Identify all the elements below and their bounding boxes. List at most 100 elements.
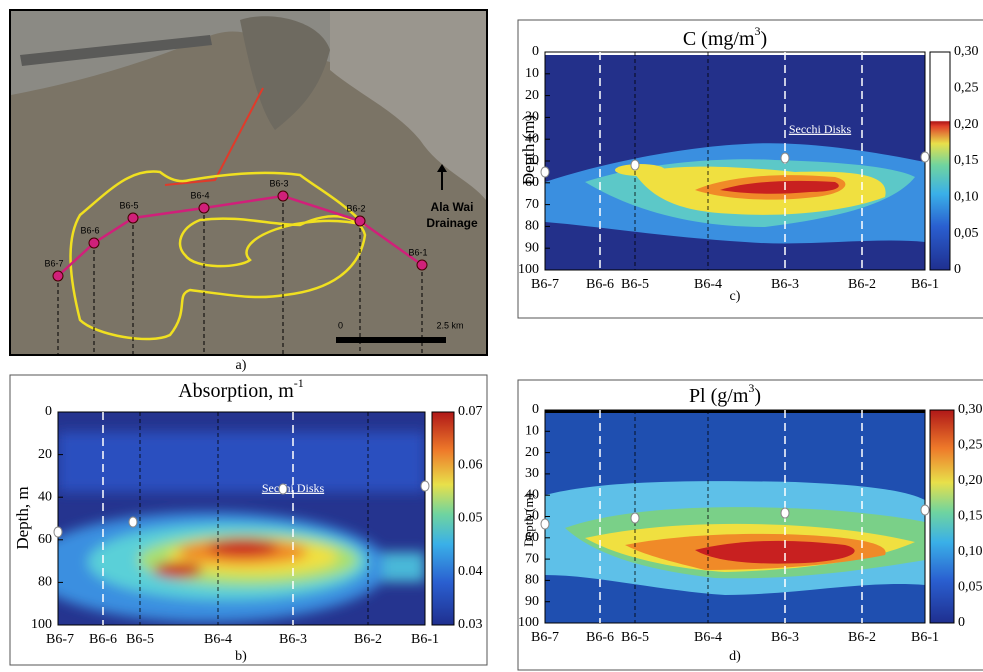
heatmap [545, 52, 925, 270]
x-tick-label: B6-7 [531, 277, 559, 292]
y-tick-label: 20 [525, 88, 539, 103]
station [354, 215, 366, 227]
secchi-disk [780, 152, 790, 164]
title-text: Absorption, m [178, 380, 294, 402]
colorbar [431, 411, 455, 626]
colorbar-label: 0,20 [954, 117, 979, 132]
y-tick-label: 60 [38, 532, 52, 547]
y-tick-label: 50 [525, 153, 539, 168]
panel-label: d) [729, 649, 741, 664]
secchi-disk [420, 480, 430, 492]
colorbar [929, 409, 955, 624]
y-tick-label: 0 [532, 44, 539, 59]
x-tick-label: B6-2 [848, 630, 876, 645]
drain-label: Drainage [426, 216, 478, 230]
x-tick-label: B6-1 [411, 632, 439, 647]
y-tick-label: 20 [525, 445, 539, 460]
x-tick-label: B6-4 [694, 630, 722, 645]
station-label: B6-6 [80, 225, 99, 235]
y-tick-label: 70 [525, 551, 539, 566]
station-label: B6-7 [44, 258, 63, 268]
x-tick-label: B6-2 [354, 632, 382, 647]
y-tick-label: 0 [532, 402, 539, 417]
y-axis-label: Depth, m [13, 486, 32, 549]
x-tick-label: B6-1 [911, 277, 939, 292]
x-tick-label: B6-5 [621, 277, 649, 292]
y-tick-label: 10 [525, 424, 539, 439]
map-pipeline [164, 87, 264, 186]
title-text: C (mg/m [683, 28, 755, 50]
y-axis-label: Depth (m) [521, 493, 536, 547]
scale-start: 0 [338, 320, 343, 330]
title-sup: 3 [748, 381, 754, 395]
colorbar-label: 0.07 [458, 404, 483, 419]
colorbar-label: 0.03 [458, 617, 483, 632]
secchi-disk [128, 516, 138, 528]
x-tick-label: B6-6 [586, 277, 614, 292]
x-tick-label: B6-4 [694, 277, 722, 292]
station [416, 259, 428, 271]
plot-frame [57, 411, 426, 626]
x-tick-label: B6-2 [848, 277, 876, 292]
y-tick-label: 40 [525, 131, 539, 146]
title-sup: -1 [294, 376, 304, 390]
colorbar-label: 0,05 [958, 580, 983, 595]
map-island [240, 16, 330, 130]
title-sup: 3 [755, 24, 761, 38]
secchi-disk [540, 518, 550, 530]
colorbar-label: 0,15 [954, 153, 979, 168]
panel-d: Pl (g/m3) Depth (m) d) [517, 379, 983, 671]
secchi-disk [920, 151, 930, 163]
y-tick-label: 40 [525, 487, 539, 502]
station-label: B6-2 [346, 203, 365, 213]
scale-end: 2.5 km [436, 320, 463, 330]
y-tick-label: 100 [31, 617, 52, 632]
title-text: ) [761, 28, 768, 50]
panel-label: c) [730, 289, 741, 304]
station [127, 212, 139, 224]
panel-title: Pl (g/m3) [689, 381, 761, 407]
colorbar-label: 0,25 [958, 438, 983, 453]
y-tick-label: 0 [45, 404, 52, 419]
panel-label: a) [236, 358, 247, 373]
y-tick-label: 80 [525, 219, 539, 234]
scale-bar [336, 337, 446, 343]
colorbar-label: 0,30 [958, 402, 983, 417]
y-tick-label: 100 [518, 262, 539, 277]
y-axis-label: Depth (m) [519, 115, 538, 185]
colorbar [929, 51, 951, 271]
y-tick-label: 90 [525, 594, 539, 609]
panel-title: Absorption, m-1 [178, 376, 304, 402]
y-tick-label: 80 [38, 575, 52, 590]
x-tick-label: B6-1 [911, 630, 939, 645]
secchi-disk [920, 504, 930, 516]
secchi-disk [53, 526, 63, 538]
colorbar-label: 0,10 [958, 544, 983, 559]
y-tick-label: 60 [525, 530, 539, 545]
heatmap [545, 410, 925, 623]
colorbar-label: 0,10 [954, 190, 979, 205]
y-tick-label: 60 [525, 175, 539, 190]
station-label: B6-3 [269, 178, 288, 188]
secchi-disk [540, 166, 550, 178]
map-runway [20, 35, 212, 66]
secchi-disk [278, 483, 288, 495]
annotation: Secchi Disks [789, 122, 852, 136]
station [88, 237, 100, 249]
map-city [330, 11, 486, 200]
map-plume-outline [69, 170, 369, 341]
colorbar-label: 0.05 [458, 511, 483, 526]
colorbar-label: 0,05 [954, 226, 979, 241]
colorbar-label: 0,15 [958, 509, 983, 524]
station [198, 202, 210, 214]
x-tick-label: B6-4 [204, 632, 232, 647]
panel-c: C (mg/m3) Depth (m) Secchi Disks c) [517, 19, 983, 319]
title-text: ) [754, 385, 761, 407]
annotation: Secchi Disks [262, 481, 325, 495]
station-label: B6-5 [119, 200, 138, 210]
x-tick-label: B6-5 [126, 632, 154, 647]
x-tick-label: B6-3 [771, 630, 799, 645]
title-text: Pl (g/m [689, 385, 749, 407]
colorbar-label: 0,30 [954, 44, 979, 59]
